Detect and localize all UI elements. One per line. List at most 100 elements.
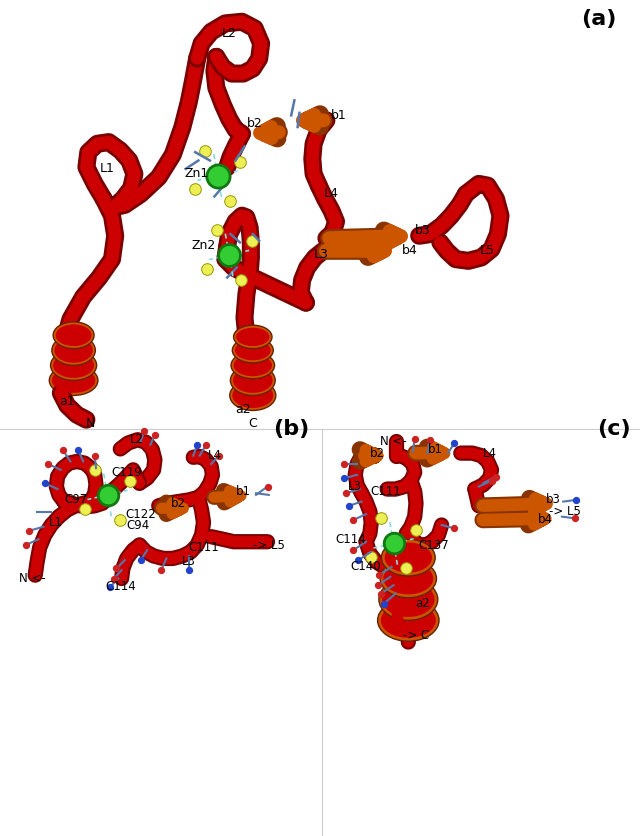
Ellipse shape <box>378 599 439 641</box>
Text: C122: C122 <box>125 507 156 521</box>
Point <box>449 436 460 450</box>
Point <box>200 144 211 157</box>
Text: C: C <box>248 416 257 430</box>
Ellipse shape <box>236 328 269 346</box>
Text: L3: L3 <box>182 555 196 568</box>
Ellipse shape <box>52 335 95 365</box>
Ellipse shape <box>232 383 273 408</box>
Text: N <-: N <- <box>380 435 407 448</box>
Point <box>190 182 200 196</box>
Text: C140: C140 <box>351 560 381 573</box>
Point <box>344 499 354 512</box>
Text: (c): (c) <box>598 419 631 439</box>
Point <box>109 572 119 585</box>
Text: Zn2: Zn2 <box>191 239 216 252</box>
Ellipse shape <box>234 354 272 376</box>
Text: C111: C111 <box>188 541 219 554</box>
Point <box>201 438 211 451</box>
Ellipse shape <box>379 579 438 620</box>
Text: a1: a1 <box>60 395 75 408</box>
Text: a2: a2 <box>236 403 251 416</box>
Ellipse shape <box>381 603 436 638</box>
Text: N: N <box>86 416 95 430</box>
Text: b1: b1 <box>428 443 443 456</box>
Point <box>20 538 31 552</box>
Point <box>376 587 386 600</box>
Text: L2: L2 <box>130 433 144 446</box>
Point <box>235 155 245 169</box>
Ellipse shape <box>380 559 436 598</box>
Text: L4: L4 <box>207 449 221 462</box>
Point <box>410 432 420 446</box>
Point <box>388 537 399 550</box>
Point <box>339 472 349 485</box>
Text: (b): (b) <box>273 419 309 439</box>
Text: b4: b4 <box>402 244 417 257</box>
Point <box>348 543 358 557</box>
Ellipse shape <box>49 365 98 395</box>
Text: b2: b2 <box>170 497 186 510</box>
Point <box>425 433 435 446</box>
Text: C111: C111 <box>370 485 401 498</box>
Point <box>340 487 351 500</box>
Point <box>105 580 115 594</box>
Point <box>224 248 234 262</box>
Text: -> L5: -> L5 <box>253 538 285 552</box>
Point <box>73 443 83 456</box>
Point <box>491 470 501 483</box>
Point <box>24 524 34 538</box>
Text: N <-: N <- <box>19 572 45 585</box>
Ellipse shape <box>233 368 273 393</box>
Point <box>115 513 125 527</box>
Ellipse shape <box>52 368 95 393</box>
Ellipse shape <box>53 353 94 378</box>
Point <box>236 273 246 287</box>
Text: b2: b2 <box>247 117 262 130</box>
Point <box>40 477 50 490</box>
Ellipse shape <box>383 563 433 594</box>
Point <box>90 449 100 462</box>
Text: -> C: -> C <box>403 629 429 642</box>
Point <box>58 443 68 456</box>
Point <box>372 579 383 592</box>
Text: C137: C137 <box>419 538 449 552</box>
Point <box>125 475 135 488</box>
Point <box>136 553 146 567</box>
Point <box>43 457 53 471</box>
Point <box>379 597 389 610</box>
Point <box>102 488 113 502</box>
Point <box>570 512 580 525</box>
Text: b3: b3 <box>415 224 430 237</box>
Point <box>366 550 376 563</box>
Point <box>139 425 149 438</box>
Point <box>212 169 223 182</box>
Point <box>374 568 384 582</box>
Point <box>90 463 100 477</box>
Ellipse shape <box>54 338 93 363</box>
Text: L1: L1 <box>49 516 63 529</box>
Text: C119: C119 <box>111 466 142 479</box>
Point <box>353 553 364 567</box>
Point <box>214 449 224 462</box>
Point <box>225 194 235 207</box>
Text: C114: C114 <box>335 533 366 546</box>
Ellipse shape <box>51 350 97 380</box>
Text: Zn1: Zn1 <box>185 166 209 180</box>
Point <box>156 563 166 577</box>
Ellipse shape <box>235 340 271 360</box>
Text: -> L5: -> L5 <box>548 505 580 518</box>
Point <box>212 223 222 237</box>
Point <box>80 502 90 515</box>
Point <box>486 474 497 487</box>
Ellipse shape <box>382 582 435 617</box>
Point <box>449 522 460 535</box>
Point <box>571 493 581 507</box>
Ellipse shape <box>381 539 435 576</box>
Text: C97: C97 <box>64 493 87 507</box>
Point <box>411 523 421 537</box>
Ellipse shape <box>230 380 276 410</box>
Point <box>246 235 257 248</box>
Point <box>376 512 387 525</box>
Point <box>111 562 122 575</box>
Point <box>339 457 349 471</box>
